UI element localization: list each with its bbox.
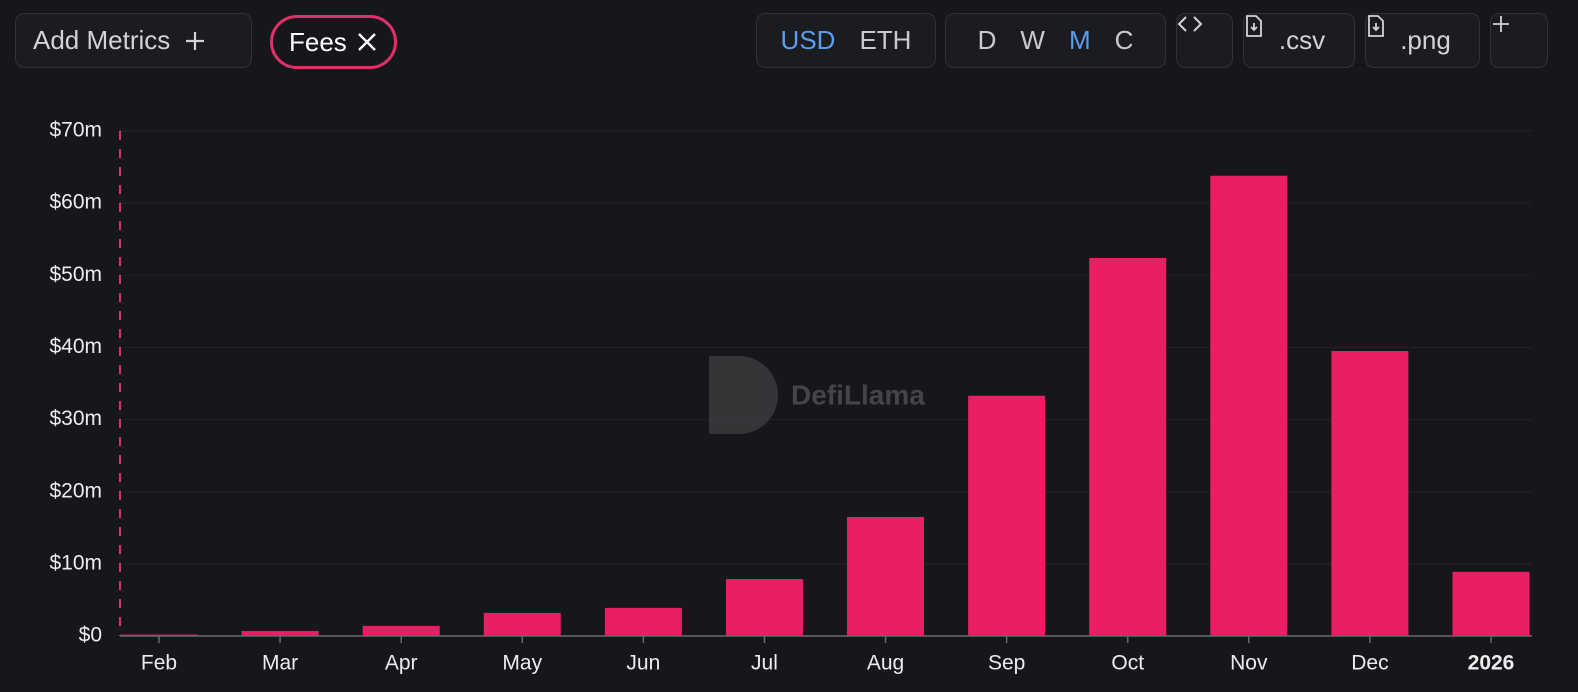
x-tick-label: Apr	[385, 652, 418, 675]
bar	[847, 516, 925, 636]
close-icon	[357, 33, 376, 51]
bar	[1089, 257, 1167, 636]
add-metrics-label: Add Metrics	[33, 25, 171, 55]
x-tick-label: Sep	[988, 652, 1025, 675]
metric-label: Fees	[289, 26, 347, 57]
bar	[968, 395, 1046, 636]
watermark: DefiLlama	[709, 356, 925, 434]
y-tick-label: $10m	[49, 551, 102, 574]
metric-chip[interactable]: Fees	[270, 15, 397, 69]
x-tick-label: Jun	[626, 652, 660, 675]
x-tick-label: Oct	[1111, 652, 1144, 675]
watermark-logo	[709, 356, 778, 434]
embed-icon	[1177, 16, 1203, 32]
bar	[241, 630, 319, 636]
y-tick-label: $40m	[49, 335, 102, 358]
x-tick-label: Aug	[867, 652, 904, 675]
y-tick-label: $70m	[49, 119, 102, 142]
more-button[interactable]	[1490, 13, 1548, 68]
currency-option[interactable]: USD	[780, 25, 836, 55]
x-tick-label: Feb	[141, 652, 177, 675]
x-tick-label: Nov	[1230, 652, 1268, 675]
file-icon	[1368, 15, 1384, 37]
bar	[120, 634, 198, 636]
embed-button[interactable]	[1176, 13, 1233, 68]
y-tick-label: $50m	[49, 263, 102, 286]
currency-toggle: USD ETH	[756, 13, 936, 68]
watermark-text: DefiLlama	[791, 379, 925, 410]
x-tick-label: Jul	[751, 652, 778, 675]
bar	[483, 612, 561, 636]
grid	[120, 130, 1532, 637]
y-tick-label: $30m	[49, 407, 102, 430]
plus-icon	[186, 31, 205, 50]
csv-label: .csv	[1278, 25, 1326, 55]
add-metrics-button[interactable]: Add Metrics	[15, 13, 252, 68]
png-label: .png	[1400, 25, 1451, 55]
bar	[362, 625, 440, 636]
y-tick-label: $0	[79, 624, 102, 647]
x-tick-label: Mar	[262, 652, 298, 675]
bar	[1331, 351, 1409, 636]
interval-option[interactable]: W	[1020, 25, 1045, 55]
x-tick-label: Dec	[1351, 652, 1388, 675]
y-tick-label: $20m	[49, 479, 102, 502]
interval-option[interactable]: M	[1068, 25, 1091, 55]
bar	[725, 579, 803, 636]
file-icon	[1246, 15, 1262, 37]
csv-button[interactable]: .csv	[1243, 13, 1355, 68]
interval-option[interactable]: D	[977, 25, 997, 55]
bar	[604, 607, 682, 636]
plus-icon	[1493, 16, 1509, 32]
x-tick-label: May	[502, 652, 542, 675]
bar	[1452, 571, 1530, 636]
y-tick-label: $60m	[49, 191, 102, 214]
currency-option[interactable]: ETH	[859, 25, 912, 55]
x-tick-label: 2026	[1468, 652, 1515, 675]
png-button[interactable]: .png	[1365, 13, 1480, 68]
bar	[1210, 175, 1288, 636]
interval-option[interactable]: C	[1114, 25, 1134, 55]
